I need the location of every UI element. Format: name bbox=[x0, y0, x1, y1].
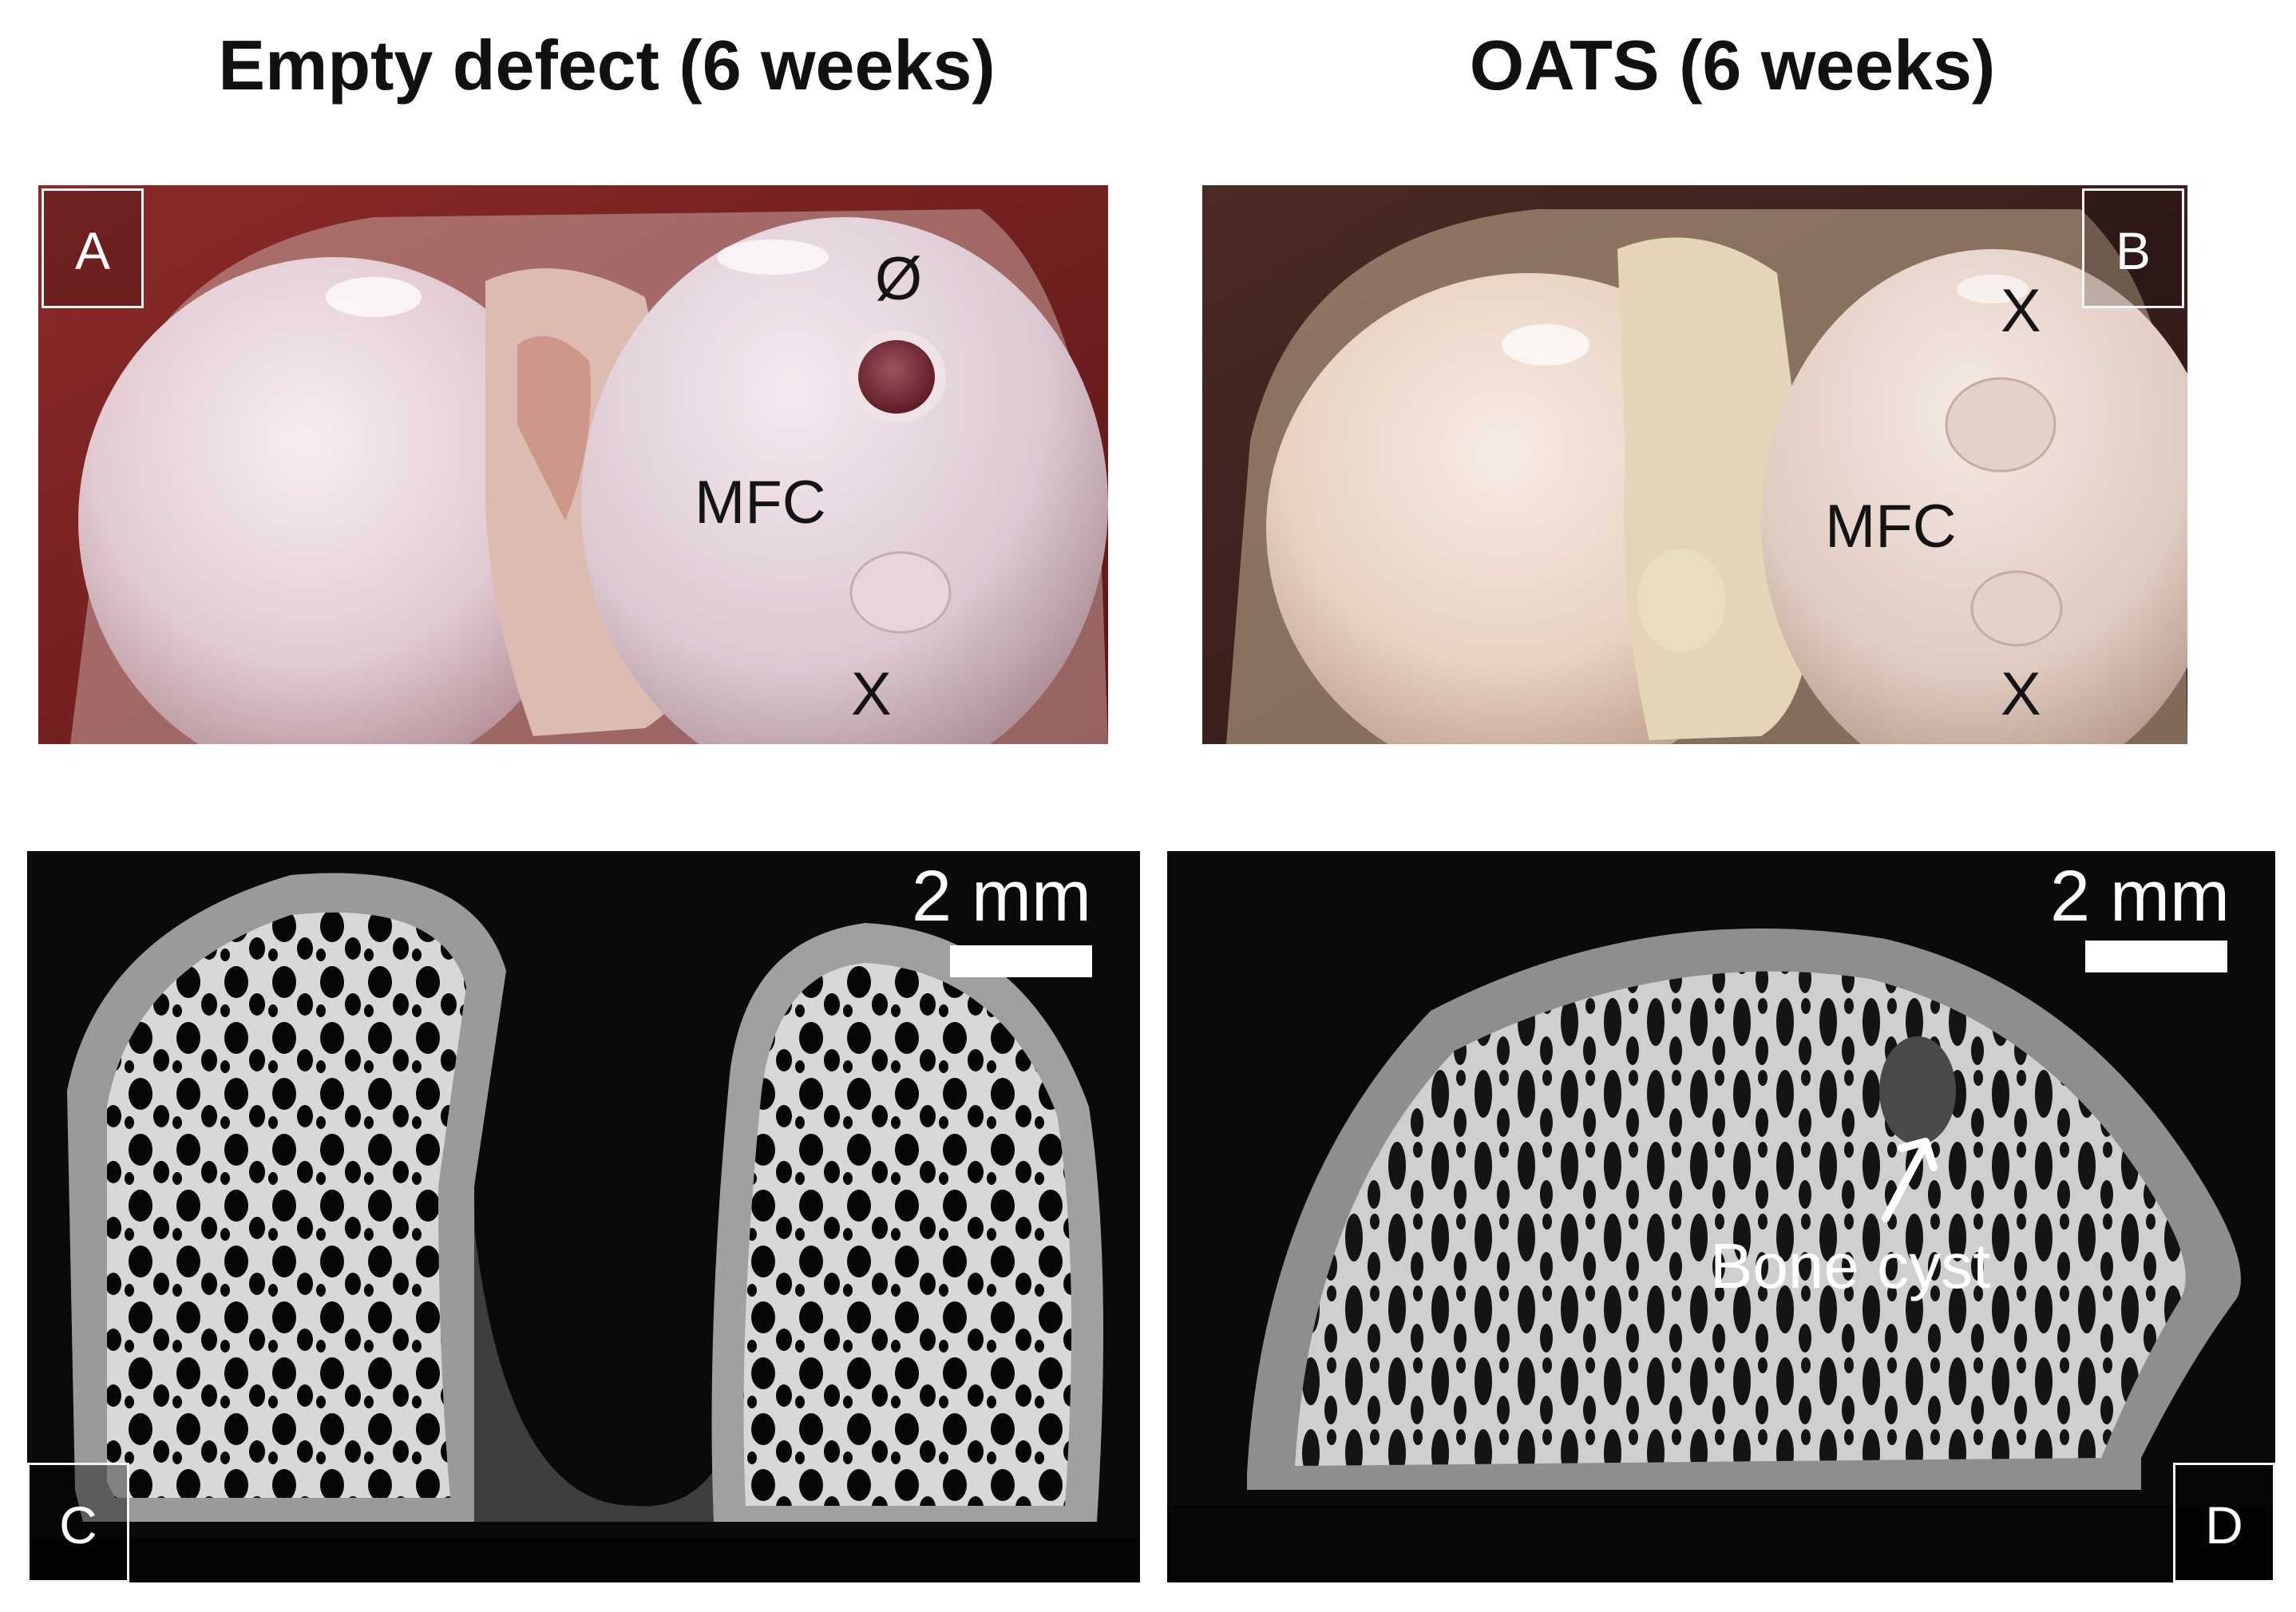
right-column-title: OATS (6 weeks) bbox=[1469, 26, 1996, 105]
scale-label-d: 2 mm bbox=[2050, 857, 2230, 937]
panel-a-letter: A bbox=[42, 188, 144, 308]
mfc-label-a: MFC bbox=[695, 469, 826, 537]
left-column-title: Empty defect (6 weeks) bbox=[218, 26, 996, 105]
panel-b-letter: B bbox=[2082, 188, 2184, 308]
defect-symbol: Ø bbox=[875, 245, 923, 313]
bone-cyst-label: Bone cyst bbox=[1710, 1230, 1991, 1301]
scale-bar-c bbox=[950, 945, 1092, 977]
panel-c-microct: 2 mm C bbox=[27, 851, 1140, 1582]
scale-bar-d bbox=[2085, 941, 2227, 972]
scale-label-c: 2 mm bbox=[912, 857, 1091, 937]
mfc-label-b: MFC bbox=[1825, 493, 1957, 560]
panel-a-photo: A Ø MFC X bbox=[38, 185, 1108, 744]
x-mark-b-top: X bbox=[2001, 277, 2041, 345]
micro-ct-empty-defect bbox=[27, 851, 1140, 1582]
panel-c-letter: C bbox=[27, 1463, 129, 1582]
knee-photo-empty-defect bbox=[38, 185, 1108, 744]
x-mark-b-bottom: X bbox=[2001, 660, 2041, 728]
x-mark-a: X bbox=[851, 660, 892, 728]
panel-d-letter: D bbox=[2173, 1463, 2275, 1582]
panel-b-photo: B X MFC X bbox=[1202, 185, 2187, 744]
micro-ct-oats bbox=[1167, 851, 2275, 1582]
knee-photo-oats bbox=[1202, 185, 2187, 744]
panel-d-microct: 2 mm Bone cyst D bbox=[1167, 851, 2275, 1582]
